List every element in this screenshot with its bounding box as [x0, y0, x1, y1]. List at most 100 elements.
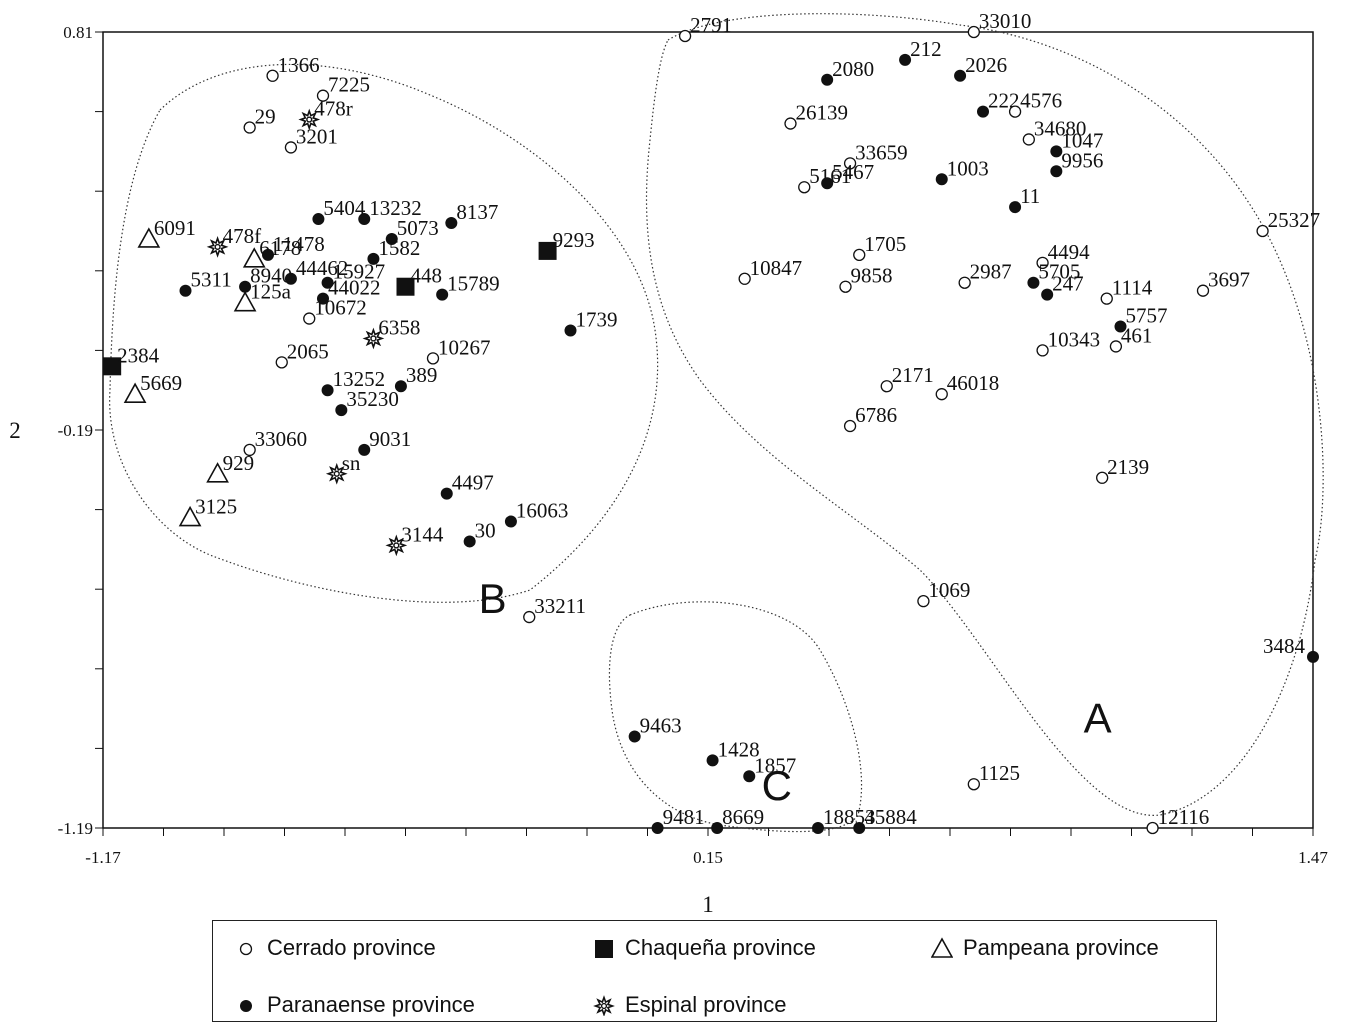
point-marker-espinal [385, 534, 408, 557]
point-label: 1428 [718, 737, 760, 761]
data-point: 1047 [1050, 128, 1103, 158]
point-marker-paranaense [284, 272, 297, 285]
point-label: 45884 [864, 805, 917, 829]
point-label: 46018 [947, 371, 1000, 395]
data-point: 1739 [564, 308, 618, 337]
point-marker-paranaense [1114, 320, 1127, 333]
point-marker-cerrado [1036, 256, 1049, 269]
point-marker-cerrado [839, 280, 852, 293]
cluster-outlines [109, 13, 1324, 833]
point-marker-cerrado [1100, 292, 1113, 305]
legend-symbol-pampeana [931, 937, 953, 958]
point-label: 2987 [970, 260, 1012, 284]
data-point: 2987 [958, 260, 1012, 289]
point-marker-cerrado [426, 352, 440, 365]
x-tick-label: -1.17 [85, 848, 121, 867]
data-point: 34680 [1022, 116, 1086, 146]
data-point: 1705 [853, 232, 906, 262]
point-marker-cerrado [843, 157, 857, 170]
point-marker-paranaense [1009, 201, 1022, 214]
legend-item-chaquena: Chaqueña province [593, 935, 816, 961]
legend-label: Cerrado province [267, 935, 436, 960]
point-marker-paranaense [899, 53, 912, 66]
data-point: 10847 [738, 256, 802, 285]
point-marker-paranaense [385, 232, 398, 245]
point-marker-cerrado [275, 356, 288, 369]
data-point: 2139 [1096, 455, 1149, 484]
data-point: 2791 [678, 13, 732, 43]
point-marker-paranaense [312, 213, 325, 226]
point-marker-cerrado [243, 121, 256, 134]
legend-label: Pampeana province [963, 935, 1159, 960]
data-point: 4494 [1036, 240, 1090, 269]
data-point: 9956 [1050, 148, 1103, 178]
data-point: 26139 [784, 101, 848, 130]
point-marker-paranaense [445, 217, 458, 230]
data-point: 4576 [1008, 89, 1062, 118]
point-marker-espinal [298, 108, 321, 131]
data-point: 44462 [284, 256, 348, 285]
point-marker-paranaense [812, 822, 824, 834]
data-point: 247 [1041, 272, 1084, 301]
data-point: 8940 [239, 264, 292, 293]
point-marker-paranaense [262, 248, 274, 261]
legend-marker-chaquena [595, 940, 613, 958]
data-point: 18853 [812, 805, 876, 834]
point-label: 7225 [328, 73, 370, 97]
data-point: 15927 [321, 260, 385, 289]
point-label: 33010 [979, 9, 1031, 33]
data-point: 25327 [1256, 208, 1321, 238]
y-tick-label: -1.19 [58, 819, 93, 838]
data-point: 461 [1109, 323, 1152, 353]
cluster-outline-b [109, 63, 659, 603]
point-label: 2080 [832, 57, 874, 81]
point-label: 8669 [722, 805, 764, 829]
point-marker-cerrado [523, 610, 536, 624]
point-label: 3697 [1208, 268, 1250, 292]
point-marker-paranaense [628, 730, 641, 743]
x-axis-title: 1 [702, 892, 714, 915]
point-label: 1739 [576, 308, 618, 332]
point-label: 6358 [378, 315, 420, 339]
point-marker-cerrado [243, 443, 256, 457]
data-point: 11478 [262, 232, 325, 261]
data-point: 10672 [303, 296, 367, 325]
point-label: 125a [250, 280, 291, 304]
data-point: 389 [394, 363, 437, 393]
point-label: 25327 [1268, 208, 1321, 232]
point-label: 16063 [516, 499, 569, 523]
y-tick-label: -0.19 [58, 421, 93, 440]
data-point: sn [325, 451, 361, 485]
point-marker-paranaense [1050, 145, 1063, 158]
data-point: 33010 [967, 9, 1031, 39]
point-marker-cerrado [266, 69, 279, 82]
data-point: 125a [233, 280, 292, 312]
point-label: 6786 [855, 403, 897, 427]
point-label: 5404 [323, 196, 366, 220]
point-marker-cerrado [1256, 224, 1269, 238]
point-label: 18853 [823, 805, 876, 829]
data-point: 1428 [706, 737, 760, 767]
legend-marker-espinal [593, 995, 615, 1016]
point-label: 4576 [1020, 89, 1062, 113]
point-label: 2026 [965, 53, 1007, 77]
point-marker-cerrado [1196, 284, 1210, 297]
point-label: 5311 [191, 268, 232, 292]
data-point: 478f [206, 224, 261, 258]
data-point: 33060 [243, 427, 307, 457]
cluster-outline-a [645, 13, 1324, 816]
point-label: sn [342, 451, 361, 475]
point-marker-pampeana [178, 505, 202, 527]
point-label: 33211 [534, 594, 586, 618]
data-point: 5705 [1027, 260, 1080, 289]
data-point: 10343 [1036, 327, 1100, 357]
data-point: 1125 [967, 761, 1020, 791]
point-marker-chaquena [396, 277, 415, 296]
point-marker-cerrado [935, 388, 948, 401]
point-label: 9031 [369, 427, 411, 451]
point-label: 1125 [979, 761, 1020, 785]
data-point: 9463 [628, 713, 682, 743]
point-marker-paranaense [1307, 650, 1319, 663]
data-point: 6178 [242, 236, 301, 268]
point-marker-cerrado [1008, 105, 1022, 118]
